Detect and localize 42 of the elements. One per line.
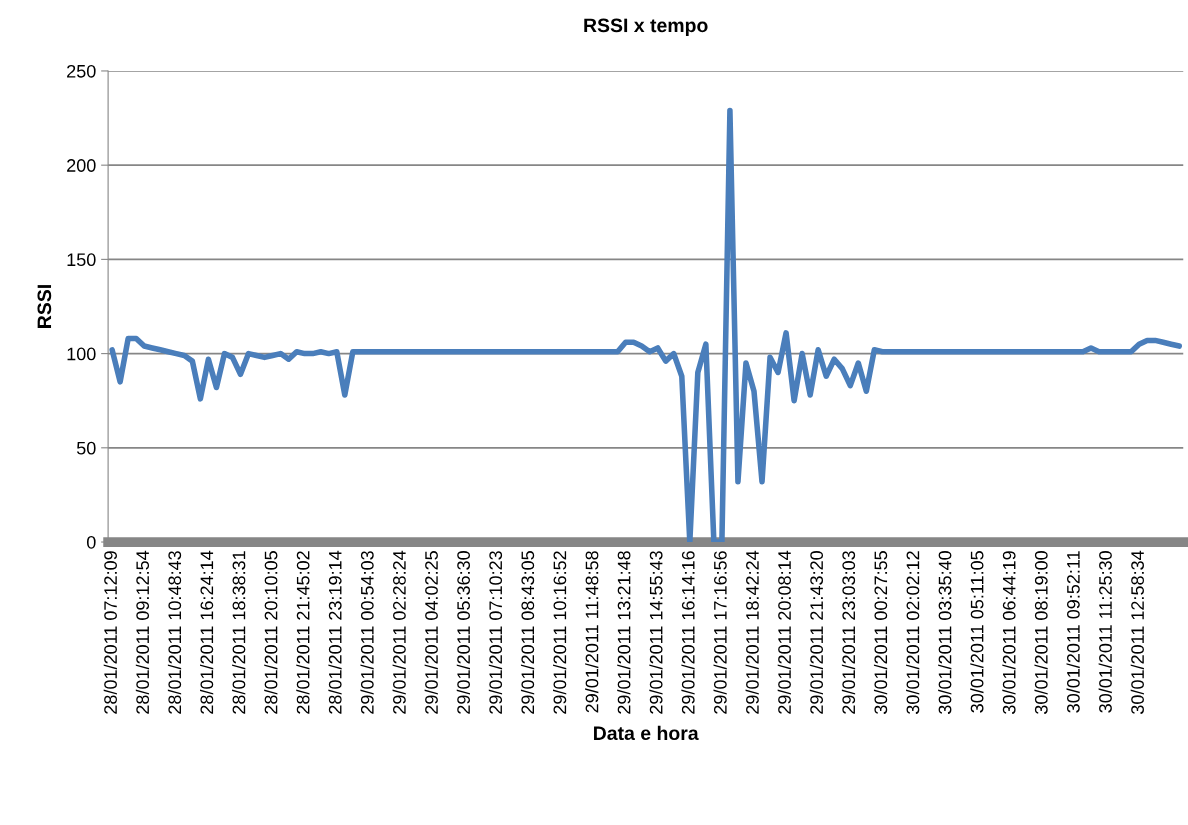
x-tick-label: 28/01/2011 09:12:54 xyxy=(135,550,150,714)
x-tick-label: 29/01/2011 23:03:03 xyxy=(841,551,856,714)
x-tick-label: 29/01/2011 10:16:52 xyxy=(553,551,567,714)
x-tick-label: 29/01/2011 21:43:20 xyxy=(809,551,824,714)
x-tick-label: 29/01/2011 13:21:48 xyxy=(617,551,631,714)
y-tick-label: 150 xyxy=(67,253,96,267)
x-tick-label: 29/01/2011 04:02:25 xyxy=(424,551,438,714)
x-tick-label: 28/01/2011 23:19:14 xyxy=(328,550,342,714)
x-tick-label: 29/01/2011 11:48:58 xyxy=(585,551,599,713)
x-tick-label: 29/01/2011 20:08:14 xyxy=(777,550,791,714)
y-tick-label: 200 xyxy=(67,159,96,172)
x-tick-label: 30/01/2011 11:25:30 xyxy=(1098,551,1112,713)
chart-title: RSSI x tempo xyxy=(584,18,708,37)
x-tick-label: 28/01/2011 07:12:09 xyxy=(103,551,117,714)
x-tick-label: 28/01/2011 10:48:43 xyxy=(167,551,182,714)
x-tick-label: 30/01/2011 06:44:19 xyxy=(1002,551,1016,714)
x-tick-label: 30/01/2011 05:11:05 xyxy=(970,551,984,713)
x-tick-label: 28/01/2011 16:24:14 xyxy=(199,550,214,714)
x-tick-label: 30/01/2011 12:58:34 xyxy=(1130,550,1144,714)
x-tick-label: 30/01/2011 03:35:40 xyxy=(938,551,952,714)
x-tick-label: 30/01/2011 09:52:11 xyxy=(1066,551,1080,713)
x-tick-label: 29/01/2011 05:36:30 xyxy=(456,551,470,714)
x-tick-label: 30/01/2011 02:02:12 xyxy=(906,551,920,714)
x-tick-label: 29/01/2011 00:54:03 xyxy=(360,551,374,714)
y-tick-label: 250 xyxy=(67,64,96,78)
x-tick-label: 28/01/2011 20:10:05 xyxy=(264,551,278,714)
x-tick-label: 29/01/2011 14:55:43 xyxy=(649,551,663,714)
x-tick-label: 29/01/2011 08:43:05 xyxy=(520,551,535,714)
x-tick-label: 30/01/2011 00:27:55 xyxy=(873,551,888,714)
x-tick-label: 29/01/2011 17:16:56 xyxy=(713,551,727,714)
x-axis-title: Data e hora xyxy=(594,725,699,741)
x-tick-label: 28/01/2011 21:45:02 xyxy=(296,551,310,714)
x-tick-label: 29/01/2011 02:28:24 xyxy=(392,550,406,714)
y-axis-title: RSSI xyxy=(37,285,52,328)
x-tick-label: 29/01/2011 07:10:23 xyxy=(488,551,503,714)
x-tick-label: 30/01/2011 08:19:00 xyxy=(1034,551,1048,714)
x-tick-label: 29/01/2011 16:14:16 xyxy=(681,551,695,714)
x-tick-label: 28/01/2011 18:38:31 xyxy=(232,551,246,714)
y-tick-label: 50 xyxy=(76,441,96,455)
x-tick-label: 29/01/2011 18:42:24 xyxy=(745,550,759,714)
y-tick-label: 0 xyxy=(86,535,96,549)
y-tick-label: 100 xyxy=(67,347,96,361)
